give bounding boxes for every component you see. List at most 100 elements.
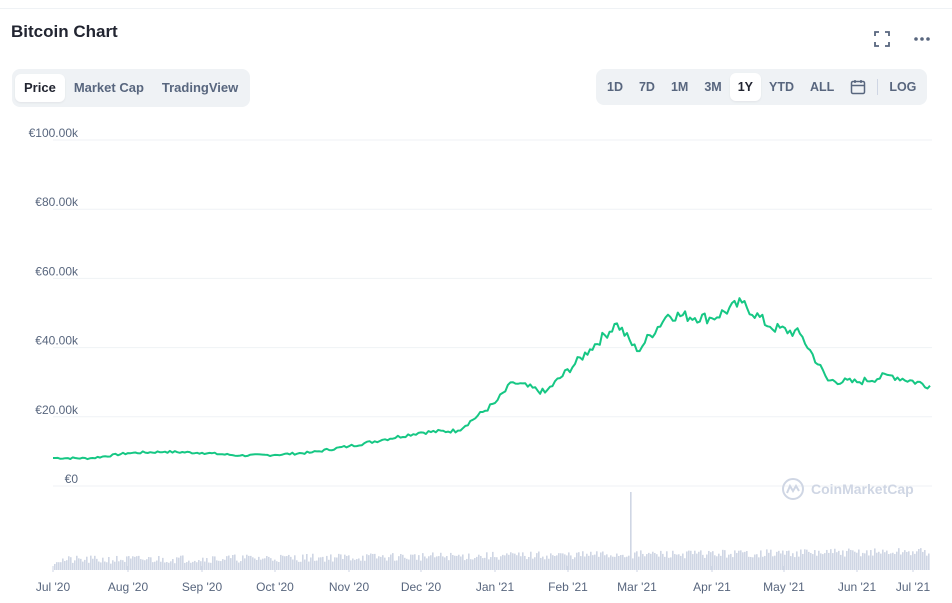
volume-bar (870, 549, 872, 570)
tab-price[interactable]: Price (15, 74, 65, 102)
volume-bar (566, 555, 568, 570)
volume-bar (540, 557, 542, 570)
volume-bar (624, 557, 626, 570)
volume-bar (106, 562, 108, 570)
top-divider (0, 8, 952, 9)
volume-bar (204, 561, 206, 570)
volume-bar (796, 551, 798, 570)
volume-bar (560, 553, 562, 570)
range-1y[interactable]: 1Y (729, 73, 762, 101)
volume-bar (844, 556, 846, 570)
range-7d[interactable]: 7D (638, 80, 655, 94)
volume-bar (928, 553, 930, 570)
volume-bar (564, 554, 566, 570)
volume-bar (302, 554, 304, 570)
range-ytd[interactable]: YTD (769, 80, 795, 94)
volume-bar (234, 554, 236, 570)
volume-bar (684, 558, 686, 570)
volume-bar (572, 559, 574, 570)
volume-bar (434, 557, 436, 570)
range-1m[interactable]: 1M (670, 80, 689, 94)
tab-tradingview[interactable]: TradingView (161, 80, 239, 95)
volume-bar (446, 555, 448, 570)
volume-bar (906, 551, 908, 570)
volume-bar (230, 558, 232, 570)
more-icon[interactable] (911, 28, 933, 50)
volume-bar (88, 562, 90, 570)
log-toggle[interactable]: LOG (889, 80, 917, 94)
volume-bar (840, 554, 842, 570)
volume-bar (846, 550, 848, 570)
volume-bar (116, 555, 118, 570)
volume-bar (202, 557, 204, 570)
volume-bar (744, 551, 746, 570)
volume-bar (156, 560, 158, 570)
volume-bar (692, 554, 694, 570)
volume-bar (910, 555, 912, 570)
volume-bar (558, 553, 560, 570)
coinmarketcap-logo-icon (782, 478, 804, 500)
volume-bar (444, 557, 446, 570)
volume-bar (236, 560, 238, 570)
volume-bar (248, 555, 250, 570)
volume-bar (686, 551, 688, 570)
volume-bar (378, 556, 380, 570)
volume-bar (896, 551, 898, 570)
volume-bar (734, 550, 736, 570)
x-tick-label: Jul '20 (36, 580, 71, 594)
volume-bar (260, 559, 262, 570)
volume-bar (490, 557, 492, 570)
volume-bar (718, 553, 720, 570)
range-3m[interactable]: 3M (704, 80, 722, 94)
volume-bar (464, 560, 466, 570)
fullscreen-icon[interactable] (871, 28, 893, 50)
volume-bar (858, 549, 860, 570)
volume-bar (900, 554, 902, 570)
x-tick-label: Feb '21 (548, 580, 588, 594)
volume-bar (750, 556, 752, 570)
volume-bar (562, 553, 564, 570)
volume-bar (740, 550, 742, 570)
volume-bar (86, 556, 88, 570)
volume-bar (450, 552, 452, 570)
volume-bar (226, 556, 228, 570)
volume-bar (200, 561, 202, 570)
volume-bar (488, 559, 490, 570)
range-all[interactable]: ALL (810, 80, 835, 94)
volume-bar (530, 551, 532, 570)
volume-bar (274, 559, 276, 570)
volume-bar (642, 553, 644, 570)
volume-bar (110, 563, 112, 570)
volume-bar (478, 554, 480, 570)
volume-bar (508, 554, 510, 570)
range-1d[interactable]: 1D (607, 80, 623, 94)
volume-bar (404, 557, 406, 570)
volume-bar (706, 554, 708, 570)
volume-bar (592, 555, 594, 570)
volume-bar (812, 554, 814, 570)
volume-bar (794, 557, 796, 570)
volume-bar (438, 556, 440, 570)
volume-bar (134, 556, 136, 570)
volume-bar (382, 555, 384, 570)
volume-bar (340, 554, 342, 570)
volume-bar (814, 550, 816, 570)
volume-bar (532, 558, 534, 570)
volume-bar (278, 562, 280, 570)
volume-bar (762, 556, 764, 570)
volume-bar (174, 563, 176, 570)
volume-bar (716, 556, 718, 570)
volume-bar (384, 557, 386, 570)
calendar-icon[interactable] (842, 73, 874, 101)
volume-bar (386, 560, 388, 570)
volume-bar (850, 549, 852, 570)
tab-market-cap[interactable]: Market Cap (73, 80, 144, 95)
volume-bar (626, 556, 628, 570)
volume-bar (518, 552, 520, 570)
x-tick-label: Dec '20 (401, 580, 442, 594)
volume-bar (352, 558, 354, 570)
volume-bar (476, 556, 478, 570)
volume-bar (570, 555, 572, 570)
volume-bar (286, 556, 288, 570)
volume-bar (528, 557, 530, 570)
